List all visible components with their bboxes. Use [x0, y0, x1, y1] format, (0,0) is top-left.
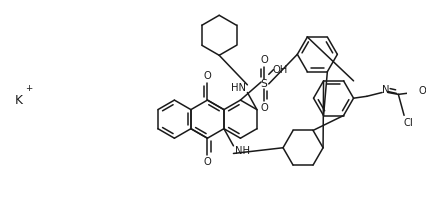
- Text: K: K: [15, 94, 23, 107]
- Text: O: O: [259, 103, 267, 113]
- Text: HN: HN: [231, 83, 246, 93]
- Text: O: O: [259, 55, 267, 65]
- Text: S: S: [260, 79, 267, 89]
- Text: NH: NH: [234, 146, 249, 156]
- Text: O: O: [203, 71, 211, 81]
- Text: +: +: [25, 84, 32, 93]
- Text: O⁻: O⁻: [417, 85, 426, 95]
- Text: Cl: Cl: [402, 118, 412, 128]
- Text: O: O: [203, 157, 211, 167]
- Text: N: N: [381, 85, 389, 95]
- Text: OH: OH: [272, 65, 287, 75]
